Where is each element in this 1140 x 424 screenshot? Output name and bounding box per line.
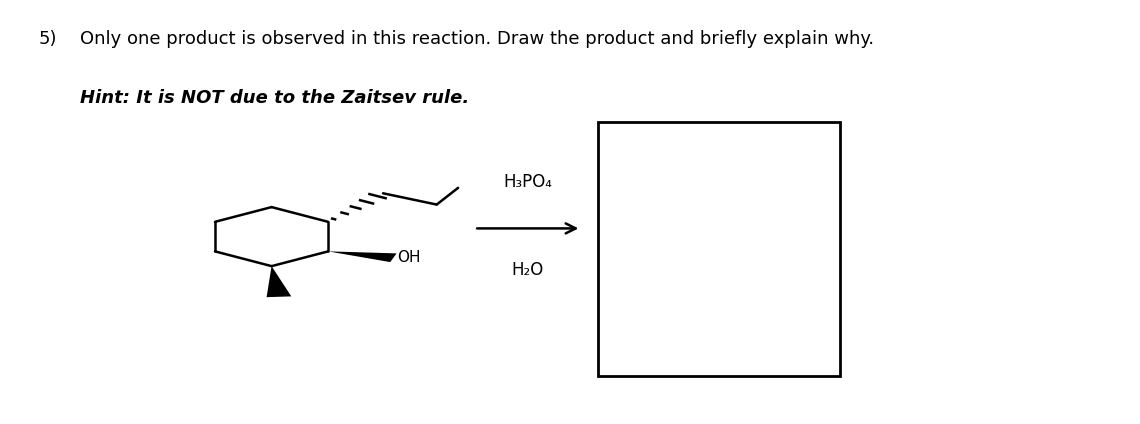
Text: H₂O: H₂O	[512, 261, 544, 279]
Text: Hint: It is NOT due to the Zaitsev rule.: Hint: It is NOT due to the Zaitsev rule.	[80, 89, 470, 107]
Text: H₃PO₄: H₃PO₄	[504, 173, 552, 192]
Text: 5): 5)	[39, 30, 57, 47]
Text: Only one product is observed in this reaction. Draw the product and briefly expl: Only one product is observed in this rea…	[80, 30, 874, 47]
Polygon shape	[328, 251, 397, 262]
Polygon shape	[267, 266, 292, 297]
Bar	[598, 122, 840, 376]
Text: OH: OH	[397, 250, 421, 265]
